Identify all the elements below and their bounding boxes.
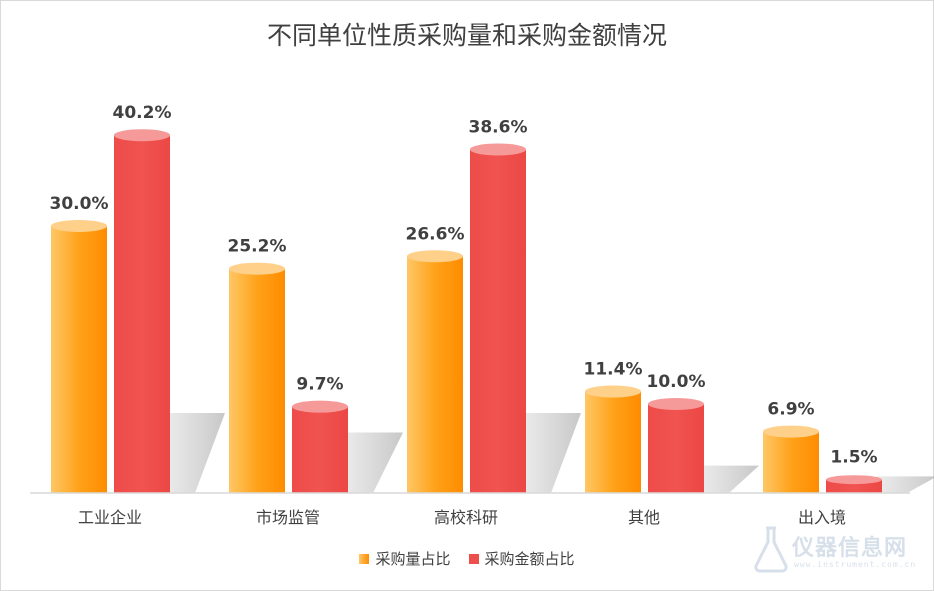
bar-cap-volume [763,425,819,438]
data-label-volume: 25.2% [228,237,287,257]
bar-cap-volume [229,262,285,275]
data-label-amount: 40.2% [113,103,172,123]
data-label-volume: 6.9% [767,400,814,420]
legend-swatch-volume [359,553,370,564]
data-label-volume: 11.4% [584,360,643,380]
chart-title: 不同单位性质采购量和采购金额情况 [266,21,667,50]
data-label-amount: 1.5% [830,448,877,468]
data-label-amount: 9.7% [296,375,343,395]
data-label-amount: 38.6% [469,117,528,137]
x-tick-label: 其他 [628,508,660,527]
bar-cap-amount [114,129,170,142]
bar-cap-amount [826,475,882,485]
bar-volume [51,226,107,493]
watermark-flask-icon [754,526,788,573]
bar-amount [648,404,704,493]
watermark-logo: 仪器信息网 www.instrument.com.cn [752,520,922,580]
x-tick-label: 出入境 [798,508,846,527]
bar-cap-amount [292,400,348,413]
legend-swatch-amount [468,553,479,564]
watermark-text: 仪器信息网 [792,536,908,561]
legend-item-volume: 采购量占比 [359,548,451,569]
bar-volume [407,256,463,493]
data-label-volume: 26.6% [406,224,465,244]
legend-label-amount: 采购金额占比 [484,550,575,568]
bar-cap-volume [407,250,463,263]
bar-volume [229,268,285,493]
bar-cap-amount [470,143,526,156]
bar-amount [114,135,170,493]
watermark-sub: www.instrument.com.cn [794,560,917,569]
bar-amount [292,406,348,493]
bar-volume [585,391,641,493]
legend-label-volume: 采购量占比 [375,550,451,568]
bar-cap-volume [585,385,641,398]
x-tick-label: 工业企业 [78,508,142,527]
x-tick-label: 高校科研 [434,508,498,527]
bar-cap-volume [51,220,107,232]
bar-volume [763,431,819,493]
bar-cap-amount [648,398,704,410]
x-tick-label: 市场监管 [256,508,320,527]
data-label-amount: 10.0% [647,372,706,392]
legend: 采购量占比 采购金额占比 [0,548,934,569]
legend-item-amount: 采购金额占比 [468,548,575,569]
bar-amount [470,149,526,493]
data-label-volume: 30.0% [50,194,109,214]
